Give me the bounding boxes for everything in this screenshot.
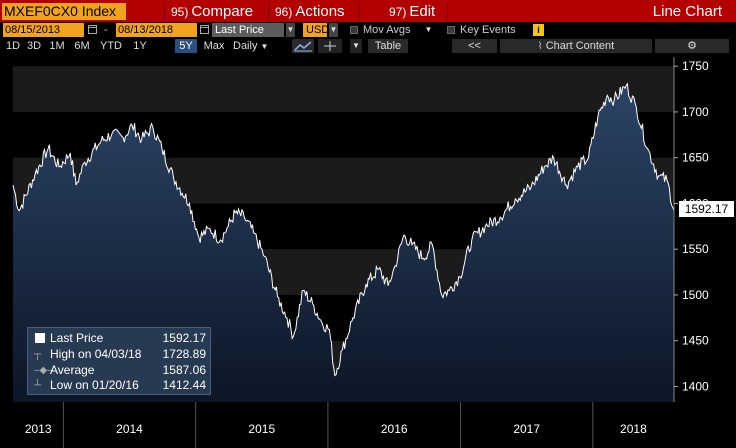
chevron-down-icon[interactable]: ▼	[350, 39, 362, 53]
y-tick-label: 1700	[682, 105, 709, 119]
x-axis: 2013 2014 2015 2016 2017 2018	[25, 422, 647, 436]
legend-high: ┬ High on 04/03/18 1728.89	[28, 347, 210, 362]
year-separators	[62, 402, 594, 448]
title-divider	[268, 2, 269, 20]
frequency-select[interactable]: Daily ▼	[233, 39, 279, 53]
last-price-swatch	[35, 333, 45, 343]
y-tick-label: 1750	[682, 59, 709, 73]
legend-average: –◆– Average 1587.06	[28, 363, 210, 378]
calendar-icon[interactable]	[88, 25, 97, 34]
legend-label: High on 04/03/18	[50, 347, 142, 361]
mov-avgs-label: Mov Avgs	[363, 24, 411, 36]
chevron-down-icon[interactable]: ▼	[424, 25, 433, 34]
range-max[interactable]: Max	[203, 40, 225, 52]
legend: Last Price 1592.17 ┬ High on 04/03/18 17…	[27, 327, 211, 395]
y-tick-label: 1450	[682, 334, 709, 348]
price-chart[interactable]: 14001450150015501600165017001750 2013201…	[0, 55, 736, 448]
info-icon[interactable]: i	[533, 24, 544, 36]
range-1m[interactable]: 1M	[49, 40, 65, 52]
y-tick-label: 1500	[682, 288, 709, 302]
legend-value: 1412.44	[162, 378, 206, 392]
title-bar: MXEF0CX0 Index 95) Compare 96) Actions 97)…	[0, 0, 736, 22]
compare-menu-number: 95)	[171, 5, 189, 19]
legend-value: 1592.17	[162, 331, 206, 345]
low-marker-icon: ┴	[34, 380, 42, 391]
y-tick-label: 1550	[682, 242, 709, 256]
edit-menu-label: Edit	[409, 3, 436, 20]
range-5y[interactable]: 5Y	[175, 39, 197, 53]
x-tick-label: 2018	[620, 422, 647, 436]
currency-select[interactable]: USD	[303, 23, 329, 37]
gear-icon[interactable]: ⚙	[655, 39, 729, 53]
key-events-checkbox[interactable]	[447, 26, 455, 34]
plot-band	[13, 66, 674, 112]
compare-menu[interactable]: 95) Compare	[171, 3, 253, 20]
chart-content-label: Chart Content	[545, 40, 615, 52]
chart-type-title: Line Chart	[652, 3, 722, 20]
high-marker-icon: ┬	[34, 349, 42, 360]
legend-label: Average	[50, 363, 95, 377]
actions-menu-label: Actions	[295, 3, 345, 20]
key-events-label: Key Events	[460, 24, 516, 36]
range-1y[interactable]: 1Y	[133, 40, 147, 52]
end-date-field[interactable]: 08/13/2018	[116, 23, 197, 37]
calendar-icon[interactable]	[200, 25, 209, 34]
average-marker-icon: –◆–	[34, 365, 53, 376]
chevron-down-icon[interactable]: ▼	[286, 23, 295, 37]
chart-content-button[interactable]: ⌇ Chart Content	[500, 39, 652, 53]
range-6m[interactable]: 6M	[74, 40, 90, 52]
range-3d[interactable]: 3D	[26, 40, 42, 52]
legend-last-price: Last Price 1592.17	[28, 331, 210, 346]
y-tick-label: 1400	[682, 379, 709, 393]
frequency-label: Daily	[233, 40, 258, 52]
date-controls-row: 08/15/2013 - 08/13/2018 Last Price ▼ USD…	[0, 22, 736, 38]
title-divider	[164, 2, 165, 20]
crosshair-glyph	[324, 41, 336, 51]
actions-menu[interactable]: 96) Actions	[275, 3, 345, 20]
title-divider	[447, 2, 448, 20]
last-price-badge: 1592.17	[679, 201, 734, 217]
line-chart-glyph	[294, 41, 312, 52]
legend-label: Low on 01/20/16	[50, 378, 139, 392]
x-tick-label: 2014	[116, 422, 143, 436]
title-divider	[359, 2, 360, 20]
range-1d[interactable]: 1D	[5, 40, 21, 52]
range-ytd[interactable]: YTD	[100, 40, 122, 52]
chart-content-icon: ⌇	[537, 41, 543, 52]
price-area	[13, 83, 674, 403]
table-button[interactable]: Table	[368, 39, 408, 53]
chart-area[interactable]: 14001450150015501600165017001750 2013201…	[0, 55, 736, 448]
y-tick-label: 1650	[682, 151, 709, 165]
x-tick-label: 2015	[248, 422, 275, 436]
x-tick-label: 2016	[381, 422, 408, 436]
legend-value: 1587.06	[162, 363, 206, 377]
field-select[interactable]: Last Price	[212, 23, 284, 37]
chevron-down-icon[interactable]: ▼	[329, 23, 338, 37]
line-chart-icon[interactable]	[292, 39, 314, 53]
range-controls-row: 1D 3D 1M 6M YTD 1Y 5Y Max Daily ▼ ▼ Tabl…	[0, 38, 736, 54]
legend-value: 1728.89	[162, 347, 206, 361]
legend-low: ┴ Low on 01/20/16 1412.44	[28, 378, 210, 393]
x-tick-label: 2017	[513, 422, 540, 436]
compare-menu-label: Compare	[191, 3, 254, 20]
chevron-down-icon: ▼	[260, 42, 269, 51]
back-button[interactable]: <<	[452, 39, 497, 53]
date-range-dash: -	[104, 24, 108, 36]
price-line	[12, 82, 675, 377]
edit-menu[interactable]: 97) Edit	[389, 3, 435, 20]
mov-avgs-checkbox[interactable]	[350, 26, 358, 34]
ticker-field[interactable]: MXEF0CX0 Index	[2, 3, 126, 20]
crosshair-icon[interactable]	[318, 39, 342, 53]
start-date-field[interactable]: 08/15/2013	[3, 23, 84, 37]
edit-menu-number: 97)	[389, 5, 407, 19]
y-axis: 14001450150015501600165017001750	[673, 57, 709, 402]
actions-menu-number: 96)	[275, 5, 293, 19]
x-tick-label: 2013	[25, 422, 52, 436]
legend-label: Last Price	[50, 331, 104, 345]
